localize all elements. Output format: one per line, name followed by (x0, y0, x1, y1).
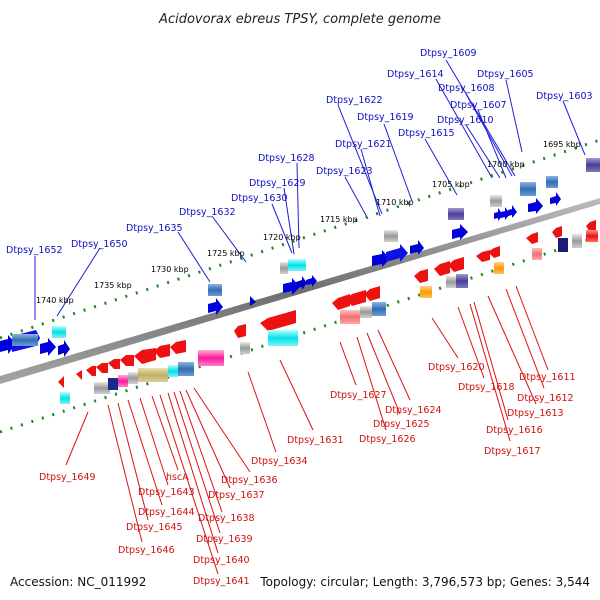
gene-label[interactable]: Dtpsy_1636 (221, 475, 278, 486)
forward-leader-lines (34, 59, 586, 320)
gene-label[interactable]: Dtpsy_1639 (196, 534, 253, 545)
gene-label[interactable]: Dtpsy_1635 (126, 223, 183, 234)
genome-summary-text: Topology: circular; Length: 3,796,573 bp… (259, 575, 590, 589)
gene-label[interactable]: Dtpsy_1610 (437, 115, 494, 126)
gene-label[interactable]: Dtpsy_1634 (251, 456, 308, 467)
gene-label[interactable]: Dtpsy_1644 (138, 507, 195, 518)
scale-ticks: 1740 kbp 1735 kbp 1730 kbp 1725 kbp 1720… (36, 140, 581, 305)
reverse-strand-features (60, 230, 598, 404)
forward-strand-features (12, 158, 600, 346)
gene-label[interactable]: Dtpsy_1637 (208, 490, 265, 501)
gene-label[interactable]: Dtpsy_1626 (359, 434, 416, 445)
gene-label[interactable]: Dtpsy_1652 (6, 245, 63, 256)
forward-gene-labels: Dtpsy_1652 Dtpsy_1650 Dtpsy_1635 Dtpsy_1… (6, 48, 593, 256)
gene-label[interactable]: Dtpsy_1638 (198, 513, 255, 524)
scale-tick: 1725 kbp (207, 249, 245, 258)
scale-tick: 1700 kbp (487, 160, 525, 169)
gene-label[interactable]: Dtpsy_1603 (536, 91, 593, 102)
gene-label[interactable]: Dtpsy_1643 (138, 487, 195, 498)
gene-label[interactable]: Dtpsy_1607 (450, 100, 507, 111)
gene-label[interactable]: Dtpsy_1649 (39, 472, 96, 483)
gene-label[interactable]: Dtpsy_1615 (398, 128, 455, 139)
gene-label[interactable]: Dtpsy_1624 (385, 405, 442, 416)
scale-tick: 1735 kbp (94, 281, 132, 290)
gene-label[interactable]: Dtpsy_1646 (118, 545, 175, 556)
gene-label[interactable]: Dtpsy_1609 (420, 48, 477, 59)
gene-label[interactable]: Dtpsy_1618 (458, 382, 515, 393)
scale-tick: 1720 kbp (263, 233, 301, 242)
scale-tick: 1740 kbp (36, 296, 74, 305)
reverse-gene-labels: Dtpsy_1649 Dtpsy_1646 Dtpsy_1645 Dtpsy_1… (39, 362, 576, 587)
genome-backbone (0, 198, 600, 384)
gene-label[interactable]: Dtpsy_1619 (357, 112, 414, 123)
gene-label[interactable]: Dtpsy_1650 (71, 239, 128, 250)
gene-label[interactable]: Dtpsy_1625 (373, 419, 430, 430)
scale-tick: 1730 kbp (151, 265, 189, 274)
gene-label[interactable]: Dtpsy_1631 (287, 435, 344, 446)
reverse-strand-arrows (58, 220, 596, 388)
gene-label[interactable]: Dtpsy_1630 (231, 193, 288, 204)
scale-tick: 1710 kbp (376, 198, 414, 207)
gene-label[interactable]: Dtpsy_1640 (193, 555, 250, 566)
gene-label[interactable]: Dtpsy_1629 (249, 178, 306, 189)
gene-label[interactable]: Dtpsy_1627 (330, 390, 387, 401)
gene-label[interactable]: Dtpsy_1617 (484, 446, 541, 457)
genome-title: Acidovorax ebreus TPSY, complete genome (158, 12, 441, 27)
scale-tick: 1705 kbp (432, 180, 470, 189)
gene-label[interactable]: Dtpsy_1612 (517, 393, 574, 404)
gene-label[interactable]: Dtpsy_1621 (335, 139, 392, 150)
scale-tick: 1715 kbp (320, 215, 358, 224)
gene-label[interactable]: Dtpsy_1645 (126, 522, 183, 533)
scale-tick: 1695 kbp (543, 140, 581, 149)
gene-label[interactable]: Dtpsy_1611 (519, 372, 576, 383)
gene-label[interactable]: Dtpsy_1632 (179, 207, 236, 218)
gene-label[interactable]: Dtpsy_1605 (477, 69, 534, 80)
gene-label[interactable]: Dtpsy_1628 (258, 153, 315, 164)
gene-label[interactable]: Dtpsy_1614 (387, 69, 444, 80)
gene-label[interactable]: Dtpsy_1608 (438, 83, 495, 94)
gene-label[interactable]: Dtpsy_1616 (486, 425, 543, 436)
gene-label[interactable]: hscA (166, 472, 189, 483)
gene-label[interactable]: Dtpsy_1622 (326, 95, 383, 106)
reverse-leader-lines (65, 285, 549, 575)
gene-label[interactable]: Dtpsy_1641 (193, 576, 250, 587)
gene-label[interactable]: Dtpsy_1613 (507, 408, 564, 419)
gene-label[interactable]: Dtpsy_1623 (316, 166, 373, 177)
accession-text: Accession: NC_011992 (10, 575, 146, 589)
gene-label[interactable]: Dtpsy_1620 (428, 362, 485, 373)
